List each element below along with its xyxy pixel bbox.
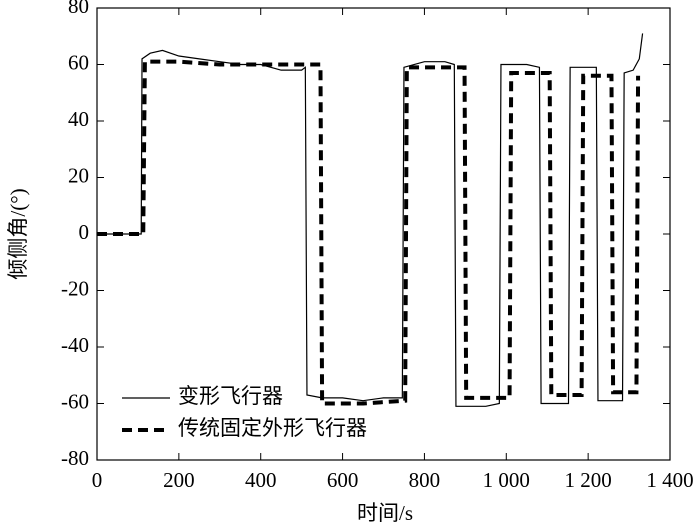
y-tick-label: 20 xyxy=(68,163,89,187)
x-tick-label: 600 xyxy=(327,468,359,492)
y-tick-label: 40 xyxy=(68,107,89,131)
x-tick-label: 800 xyxy=(409,468,441,492)
y-tick-label: -60 xyxy=(61,389,89,413)
y-tick-label: 0 xyxy=(79,220,90,244)
x-tick-label: 0 xyxy=(92,468,103,492)
y-axis-label: 倾侧角/(°) xyxy=(6,188,30,279)
legend-label: 变形飞行器 xyxy=(178,384,283,408)
x-tick-label: 1 400 xyxy=(646,468,693,492)
x-axis-label: 时间/s xyxy=(357,501,413,525)
series-line xyxy=(97,59,641,406)
x-tick-label: 200 xyxy=(163,468,195,492)
x-tick-label: 1 000 xyxy=(483,468,530,492)
y-tick-label: -20 xyxy=(61,276,89,300)
y-tick-label: 80 xyxy=(68,0,89,18)
legend-label: 传统固定外形飞行器 xyxy=(178,416,367,440)
y-tick-label: -80 xyxy=(61,446,89,470)
y-tick-label: -40 xyxy=(61,333,89,357)
x-tick-label: 1 200 xyxy=(565,468,612,492)
x-tick-label: 400 xyxy=(245,468,277,492)
y-tick-label: 60 xyxy=(68,50,89,74)
series-line xyxy=(97,33,644,407)
